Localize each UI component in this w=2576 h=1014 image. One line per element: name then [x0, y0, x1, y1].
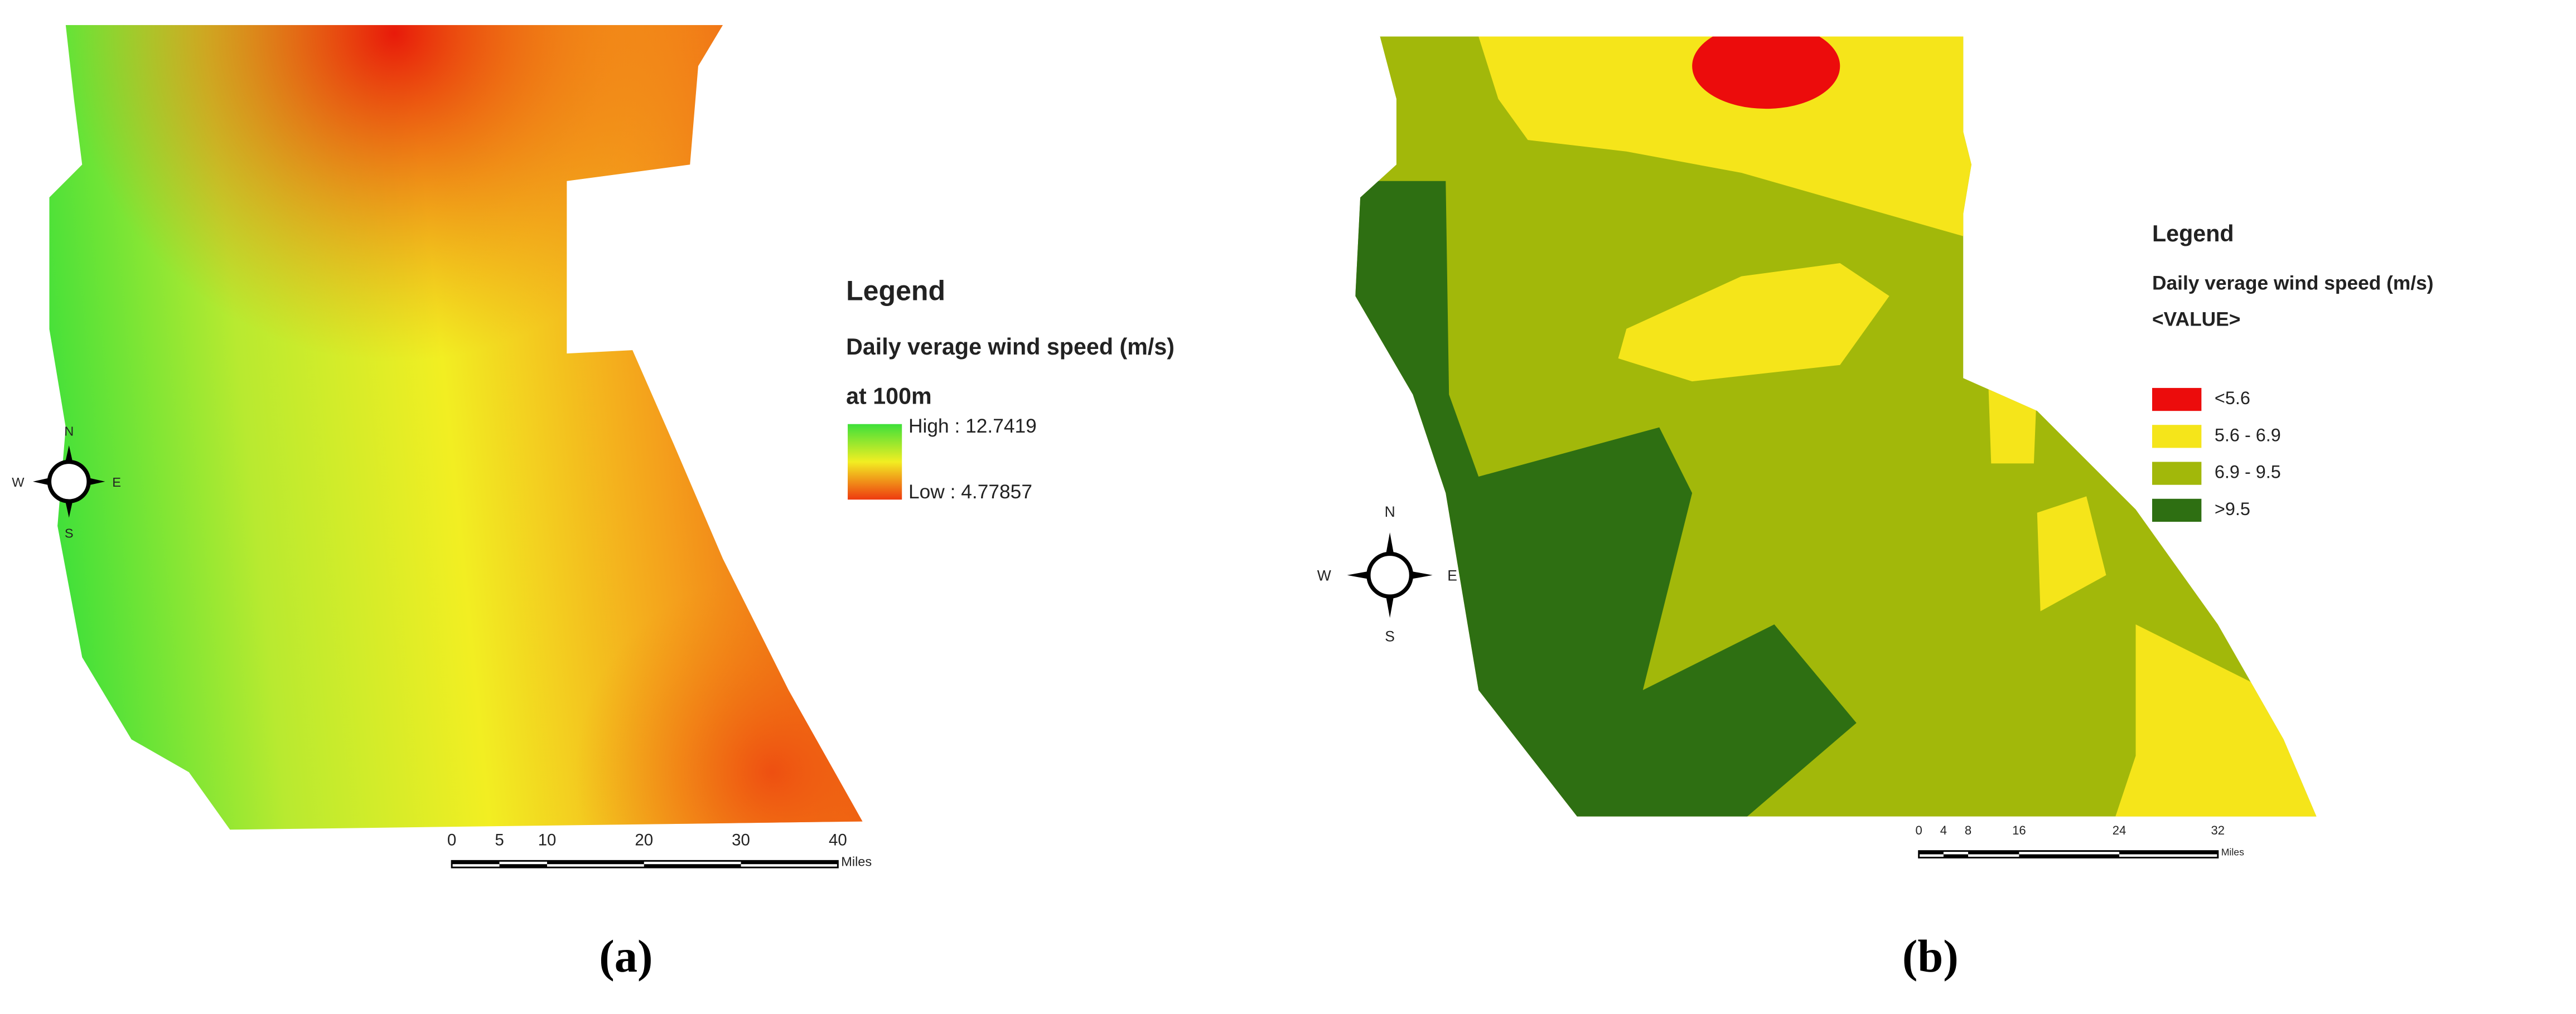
scale-bar: 0 4 8 16 24 32 Miles — [1916, 823, 2244, 858]
scale-segment — [499, 864, 547, 868]
legend-low: Low : 4.77857 — [908, 481, 1032, 503]
scale-segment — [1918, 851, 1944, 855]
legend-swatch — [2152, 462, 2202, 485]
scale-segment — [2119, 851, 2218, 855]
compass-n: N — [1385, 503, 1395, 520]
scale-tick-label: 5 — [495, 831, 504, 850]
legend-swatch — [2152, 425, 2202, 448]
scale-tick-label: 8 — [1965, 823, 1971, 837]
scale-tick-label: 0 — [447, 831, 456, 850]
map-zone — [1618, 263, 1889, 382]
legend-a: Legend Daily verage wind speed (m/s) at … — [846, 275, 1175, 502]
map-b — [1355, 36, 2317, 817]
legend-label: >9.5 — [2215, 499, 2250, 519]
compass-e: E — [112, 475, 121, 489]
scale-bar: 0 5 10 20 30 40 Miles — [447, 831, 872, 869]
scale-segment — [452, 861, 500, 865]
scale-tick-label: 40 — [829, 831, 847, 850]
scale-tick-label: 16 — [2012, 823, 2026, 837]
compass-a: N S E W — [12, 424, 121, 541]
map-zone — [1988, 370, 2037, 464]
compass-b: N S E W — [1317, 503, 1457, 645]
legend-subtitle: Daily verage wind speed (m/s) — [2152, 273, 2434, 294]
map-zone — [2111, 624, 2317, 817]
map-zone — [2037, 496, 2106, 612]
scale-tick-label: 24 — [2113, 823, 2126, 837]
legend-label: <5.6 — [2215, 388, 2250, 408]
scale-segment — [1968, 851, 2019, 855]
compass-e: E — [1447, 567, 1457, 584]
scale-unit: Miles — [2221, 846, 2244, 857]
panel-label: (a) — [599, 931, 653, 982]
legend-title: Legend — [2152, 221, 2234, 246]
map-a — [49, 25, 863, 830]
map-zone — [1478, 36, 1971, 239]
scale-tick-label: 0 — [1916, 823, 1922, 837]
scale-segment — [741, 861, 838, 865]
scale-segment — [547, 861, 644, 865]
legend-label: 5.6 - 6.9 — [2215, 425, 2281, 445]
scale-tick-label: 20 — [635, 831, 653, 850]
scale-tick-label: 10 — [538, 831, 557, 850]
panel-label: (b) — [1902, 931, 1959, 982]
legend-swatch — [2152, 498, 2202, 522]
legend-subtitle: Daily verage wind speed (m/s) — [846, 334, 1175, 360]
legend-field: <VALUE> — [2152, 308, 2240, 330]
legend-high: High : 12.7419 — [908, 415, 1037, 437]
compass-w: W — [1317, 567, 1331, 584]
scale-segment — [2019, 854, 2120, 858]
color-ramp — [848, 424, 902, 500]
scale-segment — [1943, 854, 1969, 858]
scale-tick-label: 4 — [1940, 823, 1947, 837]
legend-label: 6.9 - 9.5 — [2215, 462, 2281, 482]
legend-b: Legend Daily verage wind speed (m/s) <VA… — [2152, 221, 2434, 522]
legend-subtitle: at 100m — [846, 383, 932, 409]
compass-s: S — [1385, 628, 1395, 645]
scale-tick-label: 32 — [2211, 823, 2225, 837]
scale-tick-label: 30 — [732, 831, 750, 850]
compass-w: W — [12, 475, 25, 489]
legend-title: Legend — [846, 275, 945, 306]
legend-swatch — [2152, 387, 2202, 411]
compass-n: N — [64, 424, 74, 439]
scale-unit: Miles — [841, 854, 872, 869]
scale-segment — [644, 864, 741, 868]
map-zone — [1692, 36, 1840, 109]
compass-s: S — [65, 526, 74, 540]
